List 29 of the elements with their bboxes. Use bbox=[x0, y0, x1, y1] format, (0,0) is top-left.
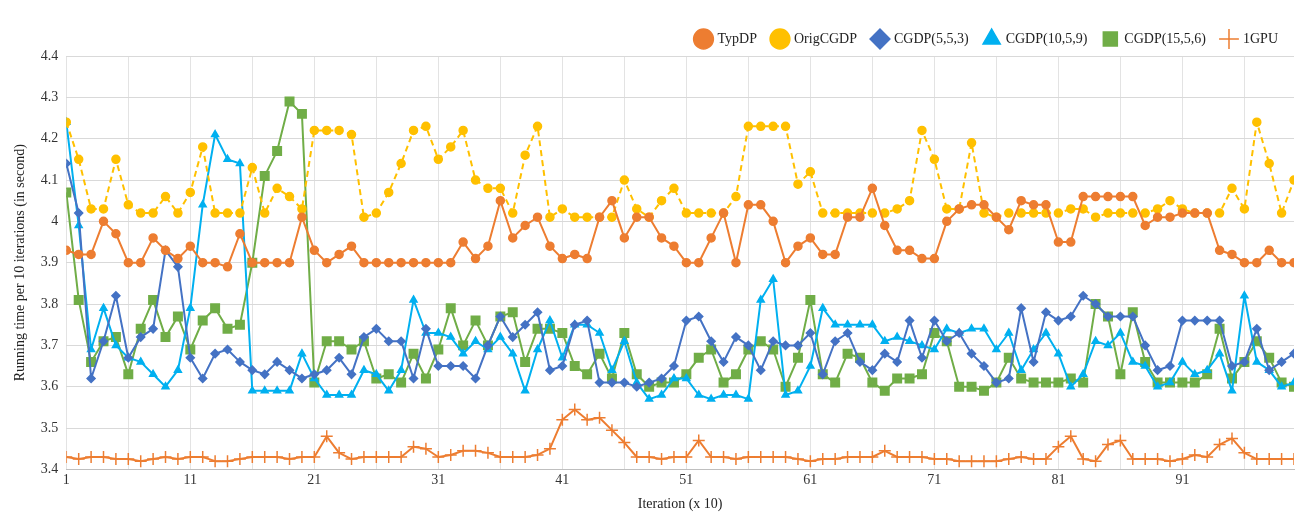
x-tick-label: 41 bbox=[555, 472, 570, 488]
legend-label: CGDP(10,5,9) bbox=[1005, 30, 1088, 47]
x-tick-label: 61 bbox=[803, 472, 818, 488]
y-tick-label: 4.2 bbox=[40, 130, 59, 146]
x-tick-label: 71 bbox=[927, 472, 942, 488]
legend-label: CGDP(5,5,3) bbox=[893, 30, 969, 47]
x-tick-label: 1 bbox=[62, 472, 70, 488]
legend-label: TypDP bbox=[717, 30, 758, 46]
x-tick-label: 11 bbox=[183, 472, 198, 488]
x-tick-label: 81 bbox=[1051, 472, 1066, 488]
y-tick-label: 3.9 bbox=[40, 254, 59, 270]
y-tick-label: 4.4 bbox=[40, 47, 59, 63]
x-axis-title: Iteration (x 10) bbox=[637, 496, 723, 513]
y-tick-label: 4.3 bbox=[40, 89, 59, 105]
x-tick-label: 21 bbox=[307, 472, 322, 488]
y-tick-label: 4 bbox=[51, 213, 59, 229]
y-tick-label: 3.6 bbox=[40, 378, 59, 394]
y-tick-label: 3.8 bbox=[40, 295, 59, 311]
x-tick-label: 31 bbox=[431, 472, 446, 488]
legend-label: 1GPU bbox=[1242, 30, 1279, 46]
x-tick-label: 91 bbox=[1175, 472, 1190, 488]
x-tick-label: 51 bbox=[679, 472, 694, 488]
y-tick-label: 3.4 bbox=[40, 461, 59, 477]
legend-label: CGDP(15,5,6) bbox=[1124, 30, 1207, 47]
y-tick-label: 3.5 bbox=[40, 419, 59, 435]
y-axis-title: Running time per 10 iterations (in second) bbox=[12, 143, 29, 382]
y-tick-label: 4.1 bbox=[40, 171, 59, 187]
legend-label: OrigCGDP bbox=[793, 30, 858, 46]
y-tick-label: 3.7 bbox=[40, 337, 59, 353]
